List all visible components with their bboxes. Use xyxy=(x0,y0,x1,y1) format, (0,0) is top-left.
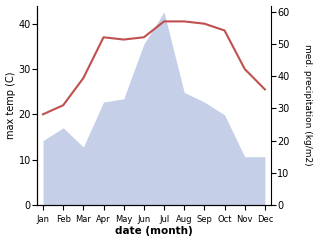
X-axis label: date (month): date (month) xyxy=(115,227,193,236)
Y-axis label: max temp (C): max temp (C) xyxy=(5,71,16,139)
Y-axis label: med. precipitation (kg/m2): med. precipitation (kg/m2) xyxy=(303,45,313,166)
